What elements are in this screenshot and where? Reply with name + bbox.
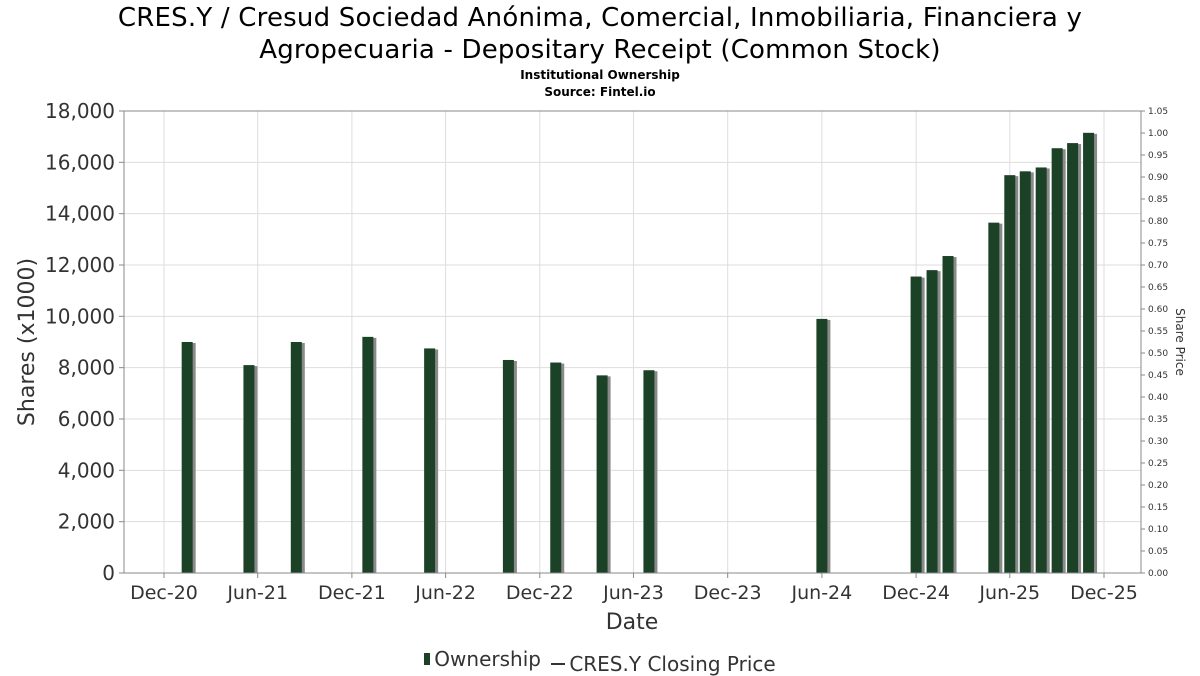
plot-frame [123,110,1142,574]
y2-axis-title: Share Price [1173,308,1187,376]
y2-tick-label: 1.00 [1148,129,1168,139]
chart-title-line1: CRES.Y / Cresud Sociedad Anónima, Comerc… [117,3,1083,33]
x-tick-label: Dec-23 [694,582,762,604]
x-tick-label: Jun-23 [602,582,664,604]
y-axis-title: Shares (x1000) [15,258,40,426]
ownership-bar [362,336,374,573]
y-tick-label: 4,000 [58,458,115,482]
y-tick-label: 2,000 [58,510,115,534]
ownership-bar [1004,175,1016,573]
bar-layer [181,132,1098,574]
y2-tick-label: 0.60 [1148,305,1168,315]
y-tick-label: 16,000 [45,150,115,174]
x-tick-label: Jun-22 [414,582,476,604]
y2-tick-label: 0.45 [1148,371,1168,381]
legend-label-ownership: Ownership [434,647,541,671]
chart-subtitle: Institutional Ownership [520,68,680,82]
ownership-bar [926,270,938,573]
y2-tick-label: 0.95 [1148,151,1168,161]
ownership-bar [502,359,514,573]
y2-tick-label: 0.65 [1148,283,1168,293]
x-tick-label: Dec-22 [506,582,574,604]
y2-tick-label: 0.20 [1148,481,1168,491]
y-tick-label: 14,000 [45,202,115,226]
axis-layer: Dec-20 Jun-21 Dec-21 Jun-22 Dec-22 Jun-23 Dec-… [45,99,1168,604]
ownership-bar [243,365,255,573]
ownership-bar [181,342,193,573]
y-tick-label: 8,000 [58,356,115,380]
ownership-bar [550,362,562,573]
legend: Ownership CRES.Y Closing Price [0,646,1200,676]
x-axis-title: Date [606,610,659,635]
x-tick-label: Jun-24 [791,582,853,604]
x-tick-label: Dec-24 [882,582,950,604]
y2-tick-label: 0.80 [1148,217,1168,227]
y2-tick-label: 0.55 [1148,327,1168,337]
legend-bar-swatch-icon [424,653,431,665]
ownership-bar [424,348,436,573]
x-tick-label: Jun-25 [978,582,1040,604]
y2-tick-label: 0.00 [1148,569,1168,579]
ownership-bar [942,256,954,573]
y2-tick-label: 1.05 [1148,107,1168,117]
legend-item-price: CRES.Y Closing Price [547,652,776,676]
legend-label-price: CRES.Y Closing Price [569,652,776,676]
y-tick-label: 12,000 [45,253,115,277]
y2-tick-label: 0.90 [1148,173,1168,183]
chart-source: Source: Fintel.io [544,85,656,99]
chart-title-line2: Agropecuaria - Depositary Receipt (Commo… [259,35,941,65]
y2-tick-label: 0.35 [1148,415,1168,425]
y2-tick-label: 0.70 [1148,261,1168,271]
y2-tick-label: 0.30 [1148,437,1168,447]
ownership-bar [816,318,828,573]
ownership-bar [290,342,302,573]
y2-tick-label: 0.75 [1148,239,1168,249]
legend-line-swatch-icon [551,663,566,665]
y2-tick-label: 0.50 [1148,349,1168,359]
ownership-bar [1035,167,1047,573]
y-tick-label: 0 [102,561,115,585]
ownership-bar [988,222,1000,573]
y2-tick-label: 0.85 [1148,195,1168,205]
ownership-bar [910,276,922,573]
ownership-bar [1051,148,1063,573]
ownership-bar [596,375,608,573]
y2-tick-label: 0.05 [1148,547,1168,557]
x-tick-label: Dec-20 [130,582,198,604]
x-tick-label: Dec-21 [318,582,386,604]
legend-item-ownership: Ownership [424,647,541,671]
ownership-bar [1019,171,1031,574]
ownership-bar [1083,132,1095,574]
ownership-bar [643,370,655,573]
y2-tick-label: 0.40 [1148,393,1168,403]
y-tick-label: 6,000 [58,407,115,431]
y2-tick-label: 0.25 [1148,459,1168,469]
y-tick-label: 10,000 [45,304,115,328]
y2-tick-label: 0.15 [1148,503,1168,513]
y-tick-label: 18,000 [45,99,115,123]
x-tick-label: Dec-25 [1070,582,1138,604]
x-tick-label: Jun-21 [226,582,288,604]
y2-tick-label: 0.10 [1148,525,1168,535]
ownership-bar [1067,143,1079,574]
